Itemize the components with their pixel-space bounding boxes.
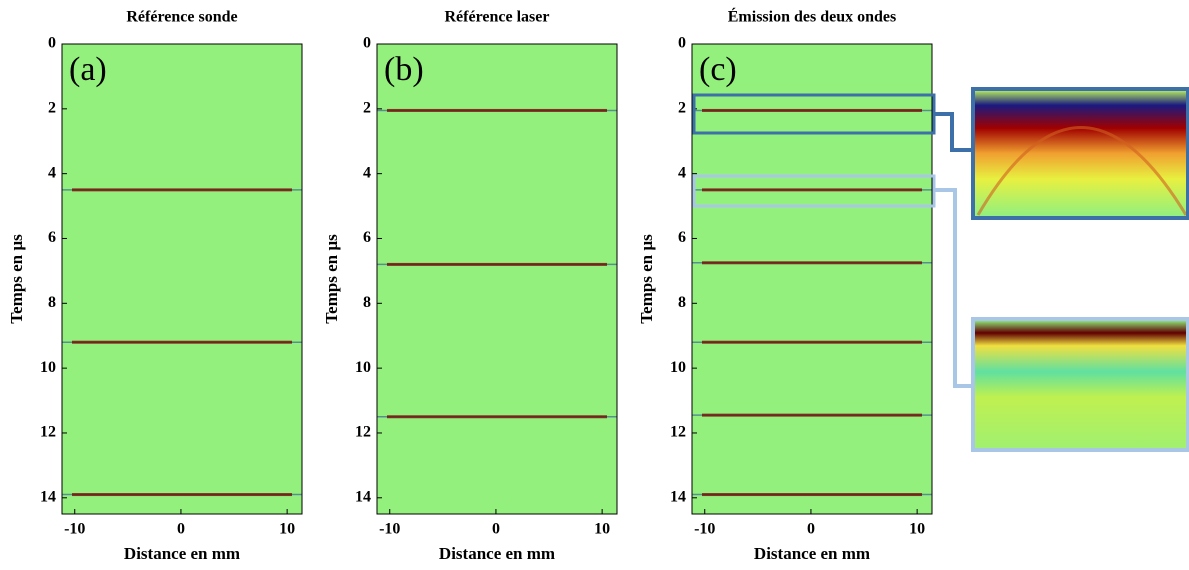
y-tick-label: 14 [355, 488, 371, 505]
panel: Référence sonde -10 0 10 0 2 4 6 8 10 12 14 Distance… [7, 9, 303, 563]
y-tick-label: 2 [678, 99, 686, 116]
y-tick-label: 4 [48, 164, 56, 181]
x-axis-label: Distance en mm [754, 544, 870, 563]
panels: Référence sonde -10 0 10 0 2 4 6 8 10 12 14 Distance… [7, 7, 933, 563]
inset-top-image [974, 90, 1188, 217]
y-tick-label: 10 [40, 359, 56, 376]
panel-label: (c) [699, 51, 737, 88]
y-tick-label: 8 [363, 294, 371, 311]
echo [72, 493, 292, 497]
panel-title: Référence sonde [126, 9, 237, 26]
panel-title: Émission des deux ondes [728, 7, 897, 26]
panel: Émission des deux ondes -10 0 10 0 2 4 6 8 10 12 14… [637, 7, 933, 563]
x-tick-label: 10 [279, 521, 295, 538]
y-tick-label: 6 [678, 229, 686, 246]
x-tick-label: -10 [379, 521, 400, 538]
echo [702, 261, 922, 265]
panel-label: (a) [69, 51, 107, 88]
y-tick-label: 2 [363, 99, 371, 116]
y-tick-label: 10 [670, 359, 686, 376]
echo [702, 413, 922, 417]
echo [702, 108, 922, 112]
image-field [692, 44, 932, 514]
x-tick-label: 0 [807, 521, 815, 538]
y-tick-label: 0 [363, 35, 371, 52]
panel: Référence laser -10 0 10 0 2 4 6 8 10 12 14 Distance… [322, 9, 618, 563]
y-axis-label: Temps en µs [7, 234, 26, 324]
y-tick-label: 0 [48, 35, 56, 52]
y-tick-label: 6 [363, 229, 371, 246]
y-tick-label: 12 [670, 424, 686, 441]
inset-bottom-image [974, 320, 1188, 449]
y-tick-label: 8 [48, 294, 56, 311]
panel-label: (b) [384, 51, 424, 88]
image-field [62, 44, 302, 514]
y-tick-label: 0 [678, 35, 686, 52]
echo [72, 340, 292, 344]
echo [702, 493, 922, 497]
y-tick-label: 14 [40, 488, 56, 505]
echo [702, 340, 922, 344]
connector-top [934, 112, 973, 152]
inset-arc [976, 126, 1188, 216]
plot-frame [376, 43, 618, 515]
y-tick-label: 2 [48, 99, 56, 116]
image-field [377, 44, 617, 514]
y-tick-label: 12 [355, 424, 371, 441]
echo [387, 415, 607, 419]
x-axis-label: Distance en mm [439, 544, 555, 563]
y-axis-label: Temps en µs [322, 234, 341, 324]
y-tick-label: 14 [670, 488, 686, 505]
x-tick-label: -10 [64, 521, 85, 538]
y-tick-label: 4 [363, 164, 371, 181]
x-tick-label: -10 [694, 521, 715, 538]
panel-title: Référence laser [445, 9, 550, 26]
y-axis-label: Temps en µs [637, 234, 656, 324]
plot-frame [691, 43, 933, 515]
x-tick-label: 0 [177, 521, 185, 538]
echo [702, 188, 922, 192]
y-tick-label: 12 [40, 424, 56, 441]
y-tick-label: 6 [48, 229, 56, 246]
y-tick-label: 8 [678, 294, 686, 311]
y-tick-label: 10 [355, 359, 371, 376]
plot-frame [61, 43, 303, 515]
echo [72, 188, 292, 192]
x-tick-label: 0 [492, 521, 500, 538]
inset-top-frame [971, 87, 1189, 220]
x-axis-label: Distance en mm [124, 544, 240, 563]
connector-bottom [934, 188, 973, 388]
y-tick-label: 4 [678, 164, 686, 181]
x-tick-label: 10 [909, 521, 925, 538]
x-tick-label: 10 [594, 521, 610, 538]
echo [387, 262, 607, 266]
echo [387, 108, 607, 112]
